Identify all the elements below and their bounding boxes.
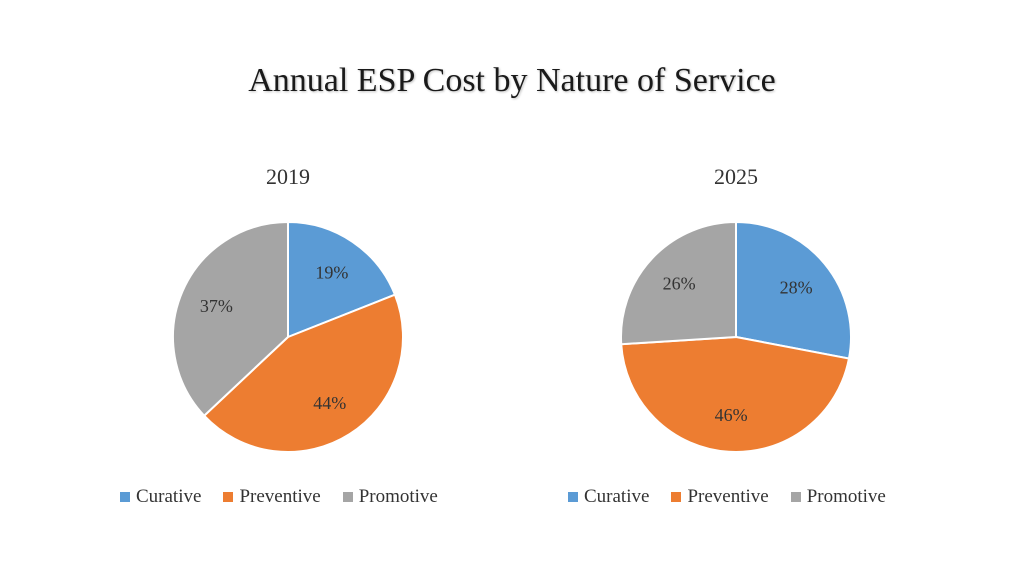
- pie-slice-promotive: [172, 220, 289, 418]
- legend-item-preventive: Preventive: [671, 486, 769, 508]
- slice-label-preventive: 44%: [313, 393, 346, 413]
- page-title: Annual ESP Cost by Nature of Service: [248, 62, 776, 99]
- pie-slice-promotive: [620, 220, 737, 346]
- legend-item-promotive: Promotive: [342, 486, 438, 508]
- legend-label-promotive: Promotive: [806, 486, 886, 507]
- slice-label-preventive: 46%: [715, 405, 748, 425]
- legend-label-promotive: Promotive: [358, 486, 438, 507]
- legend-label-preventive: Preventive: [687, 486, 769, 507]
- slice-label-curative: 28%: [780, 277, 813, 297]
- legend-item-promotive: Promotive: [790, 486, 886, 508]
- legend-label-curative: Curative: [584, 486, 650, 507]
- legend-swatch-curative: [568, 492, 578, 502]
- pie-slice-curative: [735, 220, 852, 360]
- legend-swatch-preventive: [223, 492, 234, 502]
- legend-label-curative: Curative: [136, 486, 202, 507]
- legend-item-curative: Curative: [120, 486, 201, 508]
- pie-chart-2019: 19% 44% 37%: [172, 220, 404, 453]
- slice-label-promotive: 26%: [663, 274, 696, 294]
- legend-swatch-promotive: [790, 492, 801, 502]
- legend-item-preventive: Preventive: [223, 486, 321, 508]
- legend-2025: Curative Preventive Promotive: [568, 486, 908, 508]
- pie-title-2025: 2025: [714, 164, 758, 189]
- pie-chart-2025: 28% 46% 26%: [620, 220, 852, 453]
- legend-swatch-preventive: [671, 492, 682, 502]
- slice-label-promotive: 37%: [200, 296, 233, 316]
- pie-slice-curative: [287, 220, 397, 339]
- pie-slice-preventive: [202, 293, 404, 453]
- pie-slice-preventive: [620, 335, 851, 453]
- legend-swatch-curative: [120, 492, 130, 502]
- legend-label-preventive: Preventive: [239, 486, 321, 507]
- pie-title-2019: 2019: [266, 164, 310, 189]
- legend-swatch-promotive: [342, 492, 353, 502]
- slice-label-curative: 19%: [315, 262, 348, 282]
- legend-2019: Curative Preventive Promotive: [120, 486, 460, 508]
- legend-item-curative: Curative: [568, 486, 649, 508]
